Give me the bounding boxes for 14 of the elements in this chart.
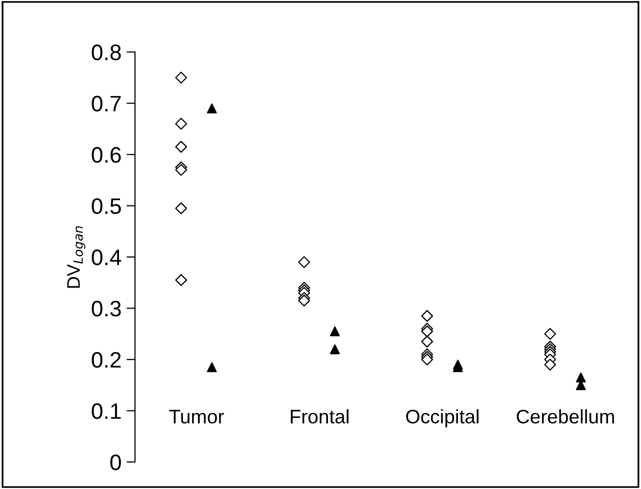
y-tick-label: 0.5 — [92, 198, 121, 214]
x-tick-label: Tumor — [169, 410, 224, 424]
y-tick-label: 0.3 — [92, 300, 121, 317]
x-tick-label: Occipital — [406, 409, 478, 428]
x-tick-label: Cerebellum — [516, 409, 614, 424]
y-tick-label: 0.1 — [92, 403, 121, 420]
y-axis-title: DV$_{Logan}$ — [67, 226, 86, 288]
y-tick-label: 0.2 — [92, 352, 121, 368]
y-tick-label: 0 — [110, 454, 121, 470]
y-tick-label: 0.6 — [92, 147, 121, 163]
y-tick-label: 0.4 — [92, 250, 122, 266]
y-tick-label: 0.8 — [92, 44, 121, 60]
y-tick-label: 0.7 — [92, 96, 121, 112]
x-tick-label: Frontal — [290, 409, 348, 424]
